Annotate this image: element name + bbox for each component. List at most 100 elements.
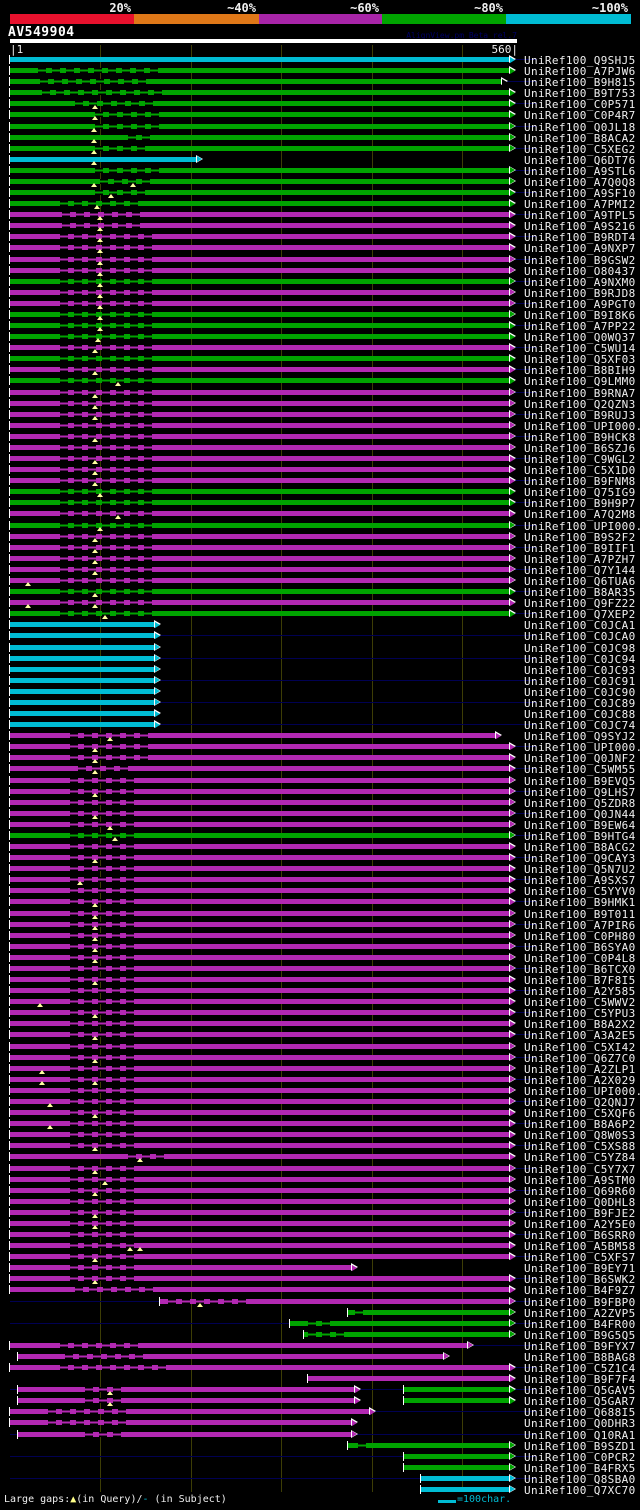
hit-bar[interactable] [10,1254,510,1260]
hit-bar[interactable] [10,965,510,971]
hit-bar[interactable] [10,234,510,240]
hit-label[interactable]: UniRef100_Q9LMM0 [524,375,636,389]
hit-label[interactable]: UniRef100_C0P4R7 [524,109,636,123]
hit-bar[interactable] [10,79,502,85]
hit-bar[interactable] [10,256,510,262]
hit-bar[interactable] [18,1431,352,1437]
hit-label[interactable]: UniRef100_C0JC74 [524,719,636,733]
hit-label[interactable]: UniRef100_B9EVQ5 [524,774,636,788]
hit-bar[interactable] [10,1243,510,1249]
hit-bar[interactable] [10,1187,510,1193]
hit-label[interactable]: UniRef100_A7Q2M8 [524,508,636,522]
hit-label[interactable]: UniRef100_Q5GAV5 [524,1384,636,1398]
hit-bar[interactable] [10,999,510,1005]
hit-label[interactable]: UniRef100_A7PJW6 [524,65,636,79]
hit-bar[interactable] [10,201,510,207]
hit-label[interactable]: UniRef100_C0JC93 [524,663,636,677]
hit-bar[interactable] [10,223,510,229]
hit-label[interactable]: UniRef100_B9H9P7 [524,497,636,511]
hit-label[interactable]: UniRef100_Q69R60 [524,1184,636,1198]
hit-label[interactable]: UniRef100_B9RJD8 [524,286,636,300]
hit-label[interactable]: UniRef100_C0P571 [524,98,636,112]
hit-bar[interactable] [10,444,510,450]
hit-label[interactable]: UniRef100_B9RNA7 [524,386,636,400]
hit-bar[interactable] [10,722,155,728]
hit-label[interactable]: UniRef100_Q9CAY3 [524,852,636,866]
hit-bar[interactable] [10,755,510,761]
hit-bar[interactable] [10,799,510,805]
hit-bar[interactable] [10,389,510,395]
hit-label[interactable]: UniRef100_A3A2E5 [524,1029,636,1043]
hit-bar[interactable] [10,600,510,606]
hit-bar[interactable] [10,622,155,628]
hit-bar[interactable] [10,1276,510,1282]
hit-bar[interactable] [10,112,510,118]
hit-label[interactable]: UniRef100_Q6DT76 [524,153,636,167]
hit-label[interactable]: UniRef100_Q8SBA0 [524,1472,636,1486]
hit-bar[interactable] [10,888,510,894]
hit-label[interactable]: UniRef100_C0PCR2 [524,1450,636,1464]
hit-bar[interactable] [10,1087,510,1093]
hit-label[interactable]: UniRef100_A2ZLP1 [524,1062,636,1076]
hit-label[interactable]: UniRef100_C0JC91 [524,674,636,688]
hit-bar[interactable] [10,511,510,517]
hit-label[interactable]: UniRef100_B9FBP0 [524,1295,636,1309]
hit-bar[interactable] [10,555,510,561]
hit-label[interactable]: UniRef100_Q6TUA6 [524,574,636,588]
hit-bar[interactable] [10,877,510,883]
hit-label[interactable]: UniRef100_B9S2F2 [524,530,636,544]
hit-bar[interactable] [10,1065,510,1071]
hit-bar[interactable] [10,821,510,827]
hit-bar[interactable] [10,1232,510,1237]
hit-label[interactable]: UniRef100_O80437 [524,264,636,278]
hit-label[interactable]: UniRef100_A2Y585 [524,985,636,999]
hit-label[interactable]: UniRef100_A2Y5E0 [524,1217,636,1231]
hit-bar[interactable] [10,245,510,251]
hit-bar[interactable] [10,655,155,661]
hit-bar[interactable] [10,190,510,196]
hit-bar[interactable] [10,533,510,539]
hit-bar[interactable] [10,677,155,683]
hit-bar[interactable] [10,422,510,428]
hit-label[interactable]: UniRef100_Q688I5 [524,1406,636,1420]
hit-bar[interactable] [404,1398,510,1404]
hit-bar[interactable] [10,57,510,62]
hit-label[interactable]: UniRef100_A9NXP7 [524,242,636,256]
hit-label[interactable]: UniRef100_Q9SYJ2 [524,730,636,744]
hit-label[interactable]: UniRef100_A5BM58 [524,1240,636,1254]
hit-bar[interactable] [10,577,510,583]
hit-label[interactable]: UniRef100_A9TPL5 [524,209,636,223]
hit-bar[interactable] [10,666,155,672]
hit-label[interactable]: UniRef100_C0JC89 [524,696,636,710]
hit-label[interactable]: UniRef100_A2ZVP5 [524,1306,636,1320]
hit-bar[interactable] [10,1021,510,1027]
hit-bar[interactable] [10,500,510,506]
hit-bar[interactable] [10,566,510,572]
hit-bar[interactable] [18,1387,355,1393]
hit-bar[interactable] [421,1486,510,1492]
hit-bar[interactable] [10,289,510,295]
hit-bar[interactable] [10,212,510,218]
hit-bar[interactable] [10,278,510,284]
hit-label[interactable]: UniRef100_B9F7F4 [524,1373,636,1387]
hit-bar[interactable] [421,1475,510,1481]
hit-label[interactable]: UniRef100_C0JC94 [524,652,636,666]
hit-label[interactable]: UniRef100_A7PZH7 [524,552,636,566]
hit-label[interactable]: UniRef100_B9IIF1 [524,541,636,555]
hit-label[interactable]: UniRef100_Q7XEP2 [524,608,636,622]
hit-label[interactable]: UniRef100_B7F8I5 [524,974,636,988]
hit-bar[interactable] [10,123,510,129]
hit-label[interactable]: UniRef100_B6TCX0 [524,962,636,976]
hit-label[interactable]: UniRef100_A9SF10 [524,187,636,201]
hit-label[interactable]: UniRef100_A7PIR6 [524,918,636,932]
hit-label[interactable]: UniRef100_C5YPU3 [524,1007,636,1021]
hit-label[interactable]: UniRef100_Q6Z7C0 [524,1051,636,1065]
hit-label[interactable]: UniRef100_Q5XF03 [524,353,636,367]
hit-label[interactable]: UniRef100_C0JCA0 [524,630,636,644]
hit-bar[interactable] [10,688,155,694]
hit-bar[interactable] [10,777,510,783]
hit-label[interactable]: UniRef100_B9EW64 [524,818,636,832]
hit-bar[interactable] [10,522,510,528]
hit-bar[interactable] [10,456,510,462]
hit-label[interactable]: UniRef100_B4FRX5 [524,1461,636,1475]
